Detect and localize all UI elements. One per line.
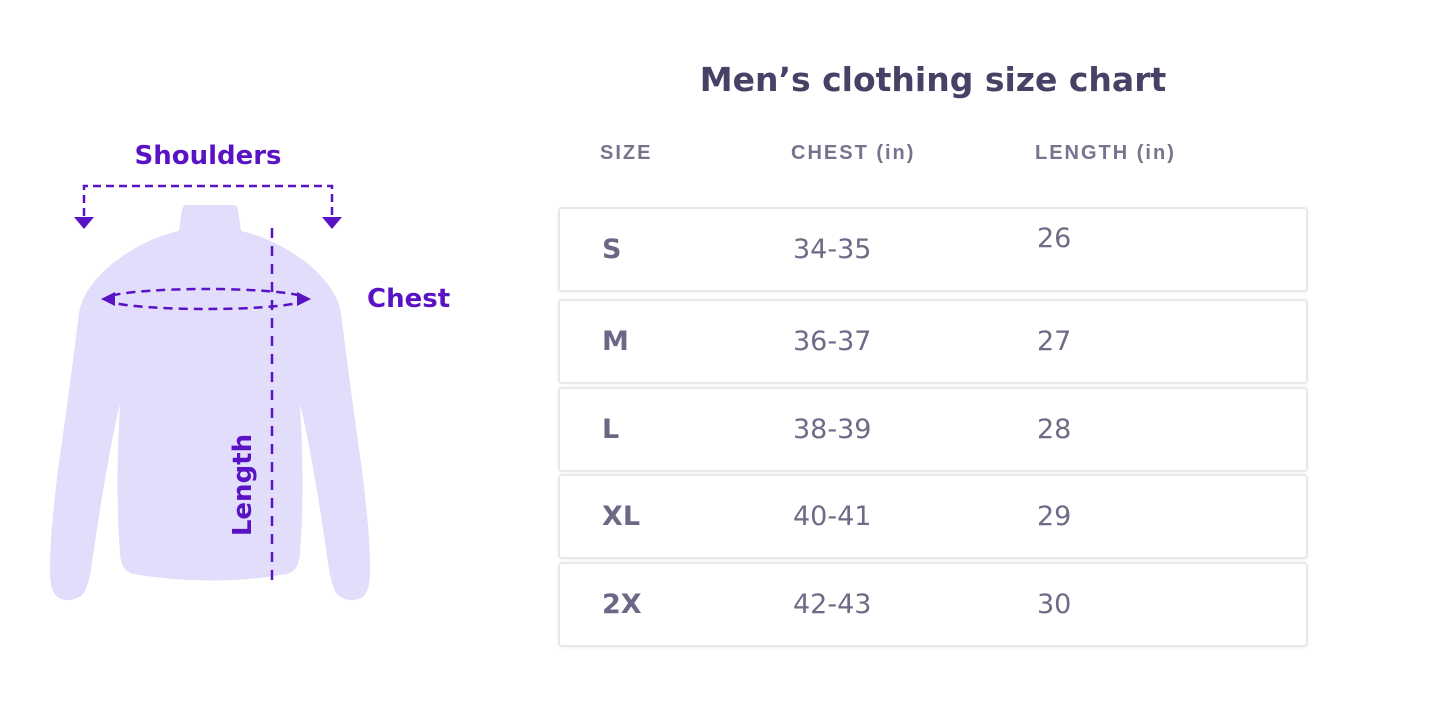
table-row: S 34-35 26 <box>558 207 1308 292</box>
table-header-row: SIZE CHEST (in) LENGTH (in) <box>558 141 1308 165</box>
table-row: 2X 42-43 30 <box>558 562 1308 647</box>
cell-size: XL <box>602 501 641 532</box>
cell-size: S <box>602 234 622 265</box>
shirt-silhouette <box>49 205 371 601</box>
cell-length: 29 <box>1037 501 1072 532</box>
column-header-length: LENGTH (in) <box>1035 141 1176 164</box>
cell-chest: 42-43 <box>793 589 872 620</box>
size-table: S 34-35 26 M 36-37 27 L 38-39 28 XL 40-4… <box>558 207 1308 647</box>
shoulders-arrowhead-left <box>74 217 94 229</box>
table-row: L 38-39 28 <box>558 387 1308 472</box>
chest-arrowhead-right <box>297 292 311 306</box>
shoulders-measure-arrow <box>82 184 334 216</box>
cell-size: 2X <box>602 589 642 620</box>
chest-label: Chest <box>367 284 451 314</box>
page-title: Men’s clothing size chart <box>699 60 1167 99</box>
cell-size: L <box>602 414 620 445</box>
cell-length: 27 <box>1037 326 1072 357</box>
length-label: Length <box>228 433 258 537</box>
table-row: M 36-37 27 <box>558 299 1308 384</box>
table-row: XL 40-41 29 <box>558 474 1308 559</box>
cell-length: 26 <box>1037 223 1072 254</box>
cell-chest: 40-41 <box>793 501 872 532</box>
cell-chest: 38-39 <box>793 414 872 445</box>
shirt-diagram <box>49 184 371 601</box>
cell-length: 28 <box>1037 414 1072 445</box>
shoulders-arrowhead-right <box>322 217 342 229</box>
shoulders-label: Shoulders <box>134 141 282 171</box>
chest-arrowhead-left <box>101 292 115 306</box>
cell-size: M <box>602 326 629 357</box>
cell-length: 30 <box>1037 589 1072 620</box>
column-header-size: SIZE <box>600 141 653 164</box>
cell-chest: 36-37 <box>793 326 872 357</box>
column-header-chest: CHEST (in) <box>791 141 916 164</box>
cell-chest: 34-35 <box>793 234 872 265</box>
